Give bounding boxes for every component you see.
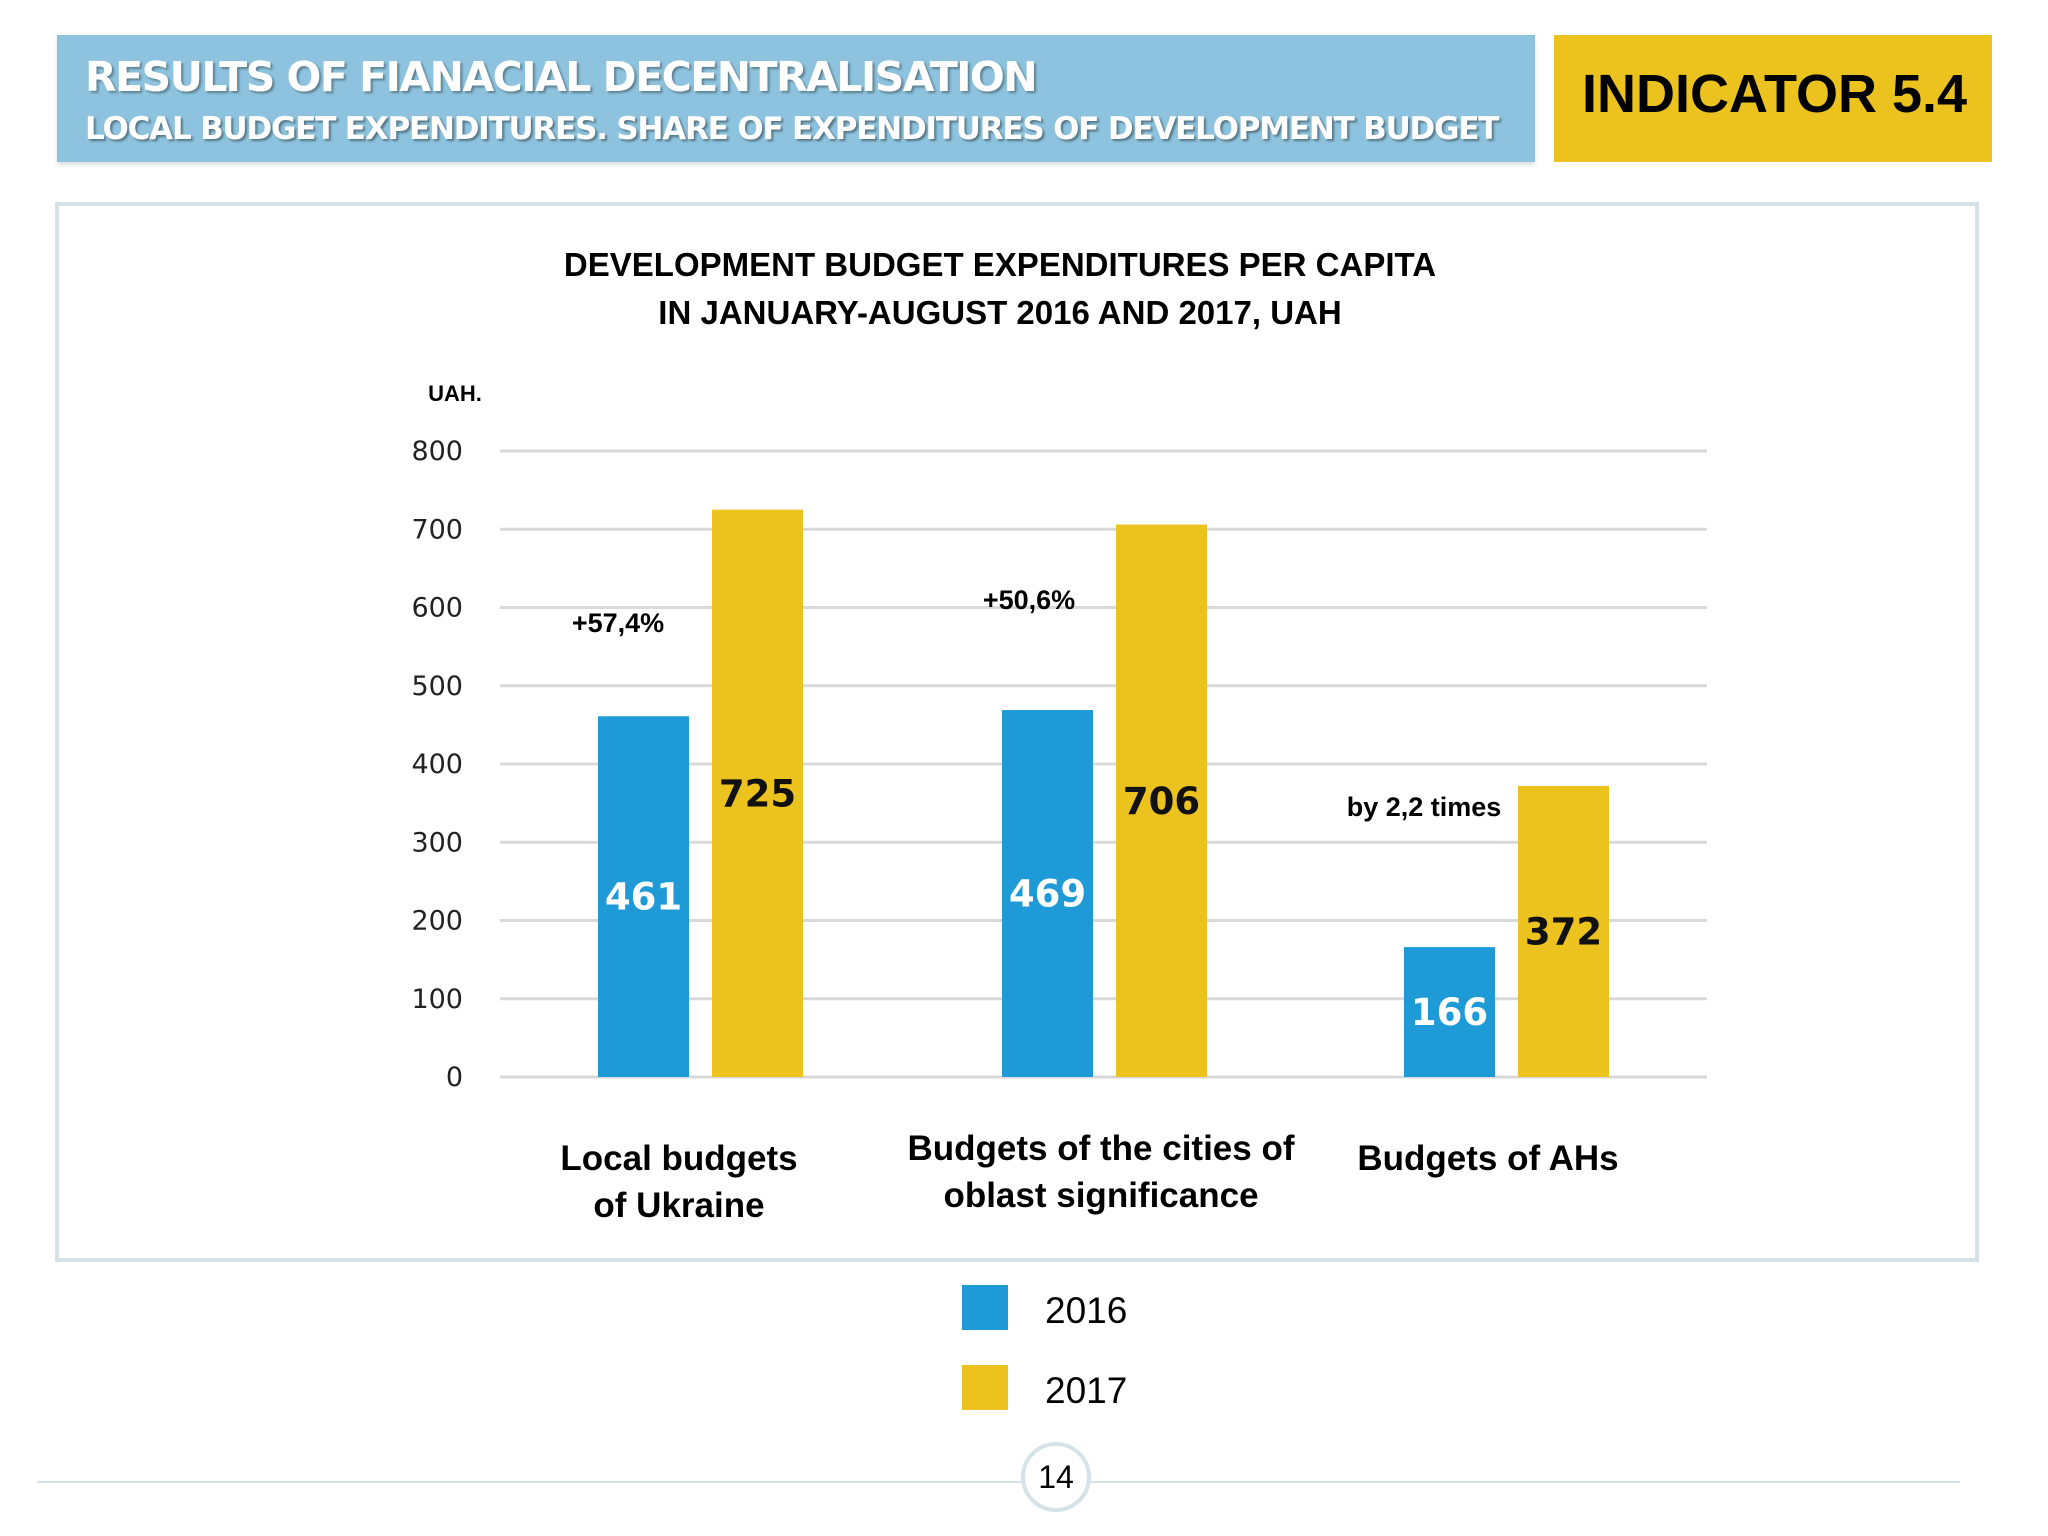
category-label: Budgets of AHs bbox=[1357, 1139, 1618, 1178]
legend-label: 2017 bbox=[1045, 1370, 1127, 1411]
y-tick-label: 800 bbox=[411, 436, 463, 467]
bar-2016 bbox=[1002, 710, 1093, 1077]
y-axis-unit-label: UAH. bbox=[428, 381, 482, 406]
chart-title-line: DEVELOPMENT BUDGET EXPENDITURES PER CAPI… bbox=[564, 246, 1436, 283]
category-label: of Ukraine bbox=[593, 1186, 764, 1225]
header-subtitle: LOCAL BUDGET EXPENDITURES. SHARE OF EXPE… bbox=[85, 111, 1499, 147]
bar-value-label: 706 bbox=[1123, 780, 1200, 823]
category-label: Local budgets bbox=[560, 1139, 797, 1178]
bar-2017 bbox=[712, 509, 803, 1077]
y-tick-label: 600 bbox=[411, 593, 463, 624]
bar-value-label: 725 bbox=[719, 772, 796, 815]
growth-annotation: by 2,2 times bbox=[1347, 792, 1502, 822]
growth-annotation: +57,4% bbox=[572, 608, 664, 638]
chart-title-line: IN JANUARY-AUGUST 2016 AND 2017, UAH bbox=[658, 294, 1341, 331]
footer-divider bbox=[37, 1481, 1960, 1483]
bar-value-label: 469 bbox=[1009, 873, 1086, 916]
bar-value-label: 461 bbox=[605, 876, 682, 919]
bar-2017 bbox=[1518, 785, 1609, 1077]
bar-2017 bbox=[1116, 524, 1207, 1077]
y-tick-label: 400 bbox=[411, 749, 463, 780]
y-tick-label: 100 bbox=[411, 984, 463, 1015]
y-tick-label: 300 bbox=[411, 827, 463, 858]
y-tick-label: 0 bbox=[446, 1062, 463, 1093]
legend-swatch-2016 bbox=[962, 1285, 1008, 1330]
header-title: RESULTS OF FIANACIAL DECENTRALISATION bbox=[85, 53, 1038, 101]
indicator-label: INDICATOR 5.4 bbox=[1582, 64, 1968, 124]
growth-annotation: +50,6% bbox=[983, 585, 1075, 615]
bar-value-label: 372 bbox=[1525, 910, 1602, 953]
page-number: 14 bbox=[1021, 1442, 1091, 1512]
legend-label: 2016 bbox=[1045, 1290, 1127, 1331]
indicator-badge: INDICATOR 5.4 bbox=[1554, 35, 1992, 162]
bar-2016 bbox=[1404, 947, 1495, 1077]
legend-swatch-2017 bbox=[962, 1365, 1008, 1410]
category-label: Budgets of the cities of bbox=[908, 1129, 1295, 1168]
header-banner: RESULTS OF FIANACIAL DECENTRALISATION LO… bbox=[57, 35, 1535, 162]
y-tick-label: 700 bbox=[411, 514, 463, 545]
bar-value-label: 166 bbox=[1411, 991, 1488, 1034]
bar-2016 bbox=[598, 716, 689, 1077]
category-label: oblast significance bbox=[943, 1176, 1258, 1215]
y-tick-label: 500 bbox=[411, 671, 463, 702]
y-tick-label: 200 bbox=[411, 906, 463, 937]
